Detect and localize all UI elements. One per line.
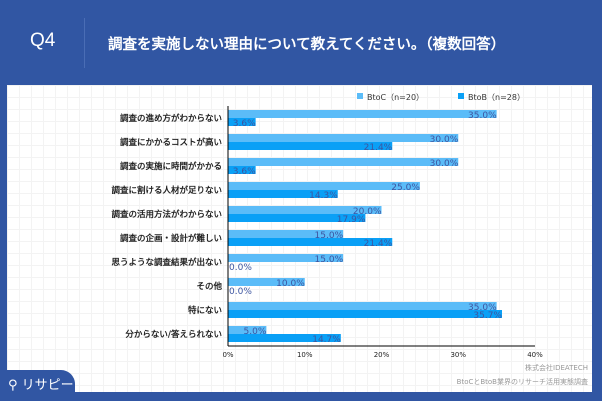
data-label: 30.0% bbox=[430, 135, 459, 145]
data-label: 3.6% bbox=[233, 119, 256, 129]
category-label: 特にない bbox=[188, 305, 222, 316]
legend-swatch bbox=[458, 93, 464, 99]
category-label: 調査の進め方がわからない bbox=[120, 113, 222, 124]
bar bbox=[228, 254, 344, 262]
bar bbox=[228, 110, 497, 118]
bar bbox=[228, 206, 382, 214]
category-label: その他 bbox=[196, 281, 222, 292]
bar bbox=[228, 214, 366, 222]
bar bbox=[228, 134, 459, 142]
bar bbox=[228, 238, 393, 246]
data-label: 14.3% bbox=[309, 191, 338, 201]
bar bbox=[228, 230, 344, 238]
legend-label: BtoB（n=28） bbox=[468, 93, 525, 102]
data-label: 3.6% bbox=[233, 167, 256, 177]
source-company: 株式会社IDEATECH bbox=[525, 364, 588, 372]
logo: ⚲ リサピー bbox=[0, 370, 75, 401]
logo-text: リサピー bbox=[21, 378, 74, 393]
legend-swatch bbox=[357, 93, 363, 99]
legend-label: BtoC（n=20） bbox=[367, 93, 424, 102]
data-label: 15.0% bbox=[315, 231, 344, 241]
data-label: 5.0% bbox=[244, 327, 267, 337]
data-label: 35.0% bbox=[468, 111, 497, 121]
divider bbox=[84, 18, 85, 68]
data-label: 20.0% bbox=[353, 207, 382, 217]
category-label: 分からない/答えられない bbox=[125, 329, 222, 340]
bar bbox=[228, 182, 420, 190]
data-label: 17.9% bbox=[337, 215, 366, 225]
category-label: 調査の企画・設計が難しい bbox=[120, 233, 222, 244]
page-title: 調査を実施しない理由について教えてください。（複数回答） bbox=[108, 37, 506, 53]
question-number: Q4 bbox=[30, 30, 56, 51]
data-label: 0.0% bbox=[229, 263, 252, 273]
data-label: 10.0% bbox=[276, 279, 305, 289]
bar bbox=[228, 310, 502, 318]
bar bbox=[228, 334, 341, 342]
bar bbox=[228, 118, 256, 126]
data-label: 30.0% bbox=[430, 159, 459, 169]
data-label: 35.7% bbox=[473, 311, 502, 321]
category-label: 調査の活用方法がわからない bbox=[111, 209, 222, 220]
tick-label: 40% bbox=[527, 351, 543, 359]
data-label: 21.4% bbox=[364, 239, 393, 249]
data-label: 14.7% bbox=[312, 335, 341, 345]
data-label: 15.0% bbox=[315, 255, 344, 265]
tick-label: 0% bbox=[222, 351, 233, 359]
bar bbox=[228, 302, 497, 310]
bar bbox=[228, 326, 267, 334]
data-label: 0.0% bbox=[229, 287, 252, 297]
bar bbox=[228, 278, 305, 286]
tick-label: 10% bbox=[297, 351, 313, 359]
category-label: 調査に割ける人材が足りない bbox=[111, 185, 222, 196]
bar bbox=[228, 142, 393, 150]
tick-label: 30% bbox=[450, 351, 466, 359]
data-label: 35.0% bbox=[468, 303, 497, 313]
bar bbox=[228, 158, 459, 166]
category-label: 思うような調査結果が出ない bbox=[111, 257, 222, 268]
bar bbox=[228, 166, 256, 174]
pin-icon: ⚲ bbox=[8, 378, 18, 393]
category-label: 調査の実施に時間がかかる bbox=[120, 161, 222, 172]
source-survey: BtoCとBtoB業界のリサーチ活用実態調査 bbox=[456, 378, 588, 386]
data-label: 21.4% bbox=[364, 143, 393, 153]
category-label: 調査にかかるコストが高い bbox=[120, 137, 222, 148]
tick-label: 20% bbox=[374, 351, 390, 359]
data-label: 25.0% bbox=[391, 183, 420, 193]
bar bbox=[228, 190, 338, 198]
